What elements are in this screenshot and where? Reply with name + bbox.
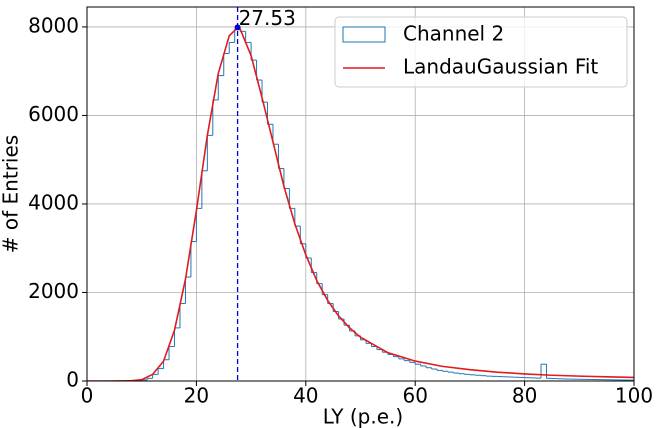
x-tick-label: 20 — [184, 384, 209, 408]
peak-marker — [234, 24, 241, 31]
y-axis-label: # of Entries — [0, 135, 23, 253]
legend-label: Channel 2 — [403, 22, 504, 46]
x-tick-label: 0 — [81, 384, 94, 408]
x-axis-label: LY (p.e.) — [323, 405, 403, 428]
y-tick-label: 6000 — [28, 102, 79, 126]
x-tick-label: 80 — [512, 384, 537, 408]
y-tick-label: 8000 — [28, 13, 79, 37]
y-tick-label: 2000 — [28, 279, 79, 303]
peak-label: 27.53 — [239, 6, 296, 30]
x-tick-label: 40 — [293, 384, 318, 408]
y-tick-label: 0 — [66, 368, 79, 392]
legend-box — [334, 16, 628, 88]
y-tick-label: 4000 — [28, 190, 79, 214]
plot — [87, 26, 634, 381]
legend-label: LandauGaussian Fit — [403, 55, 598, 79]
axes-frame — [86, 6, 635, 382]
x-tick-label: 60 — [402, 384, 427, 408]
x-tick-label: 100 — [615, 384, 653, 408]
legend-swatch — [342, 26, 386, 43]
fit-line — [87, 26, 634, 381]
